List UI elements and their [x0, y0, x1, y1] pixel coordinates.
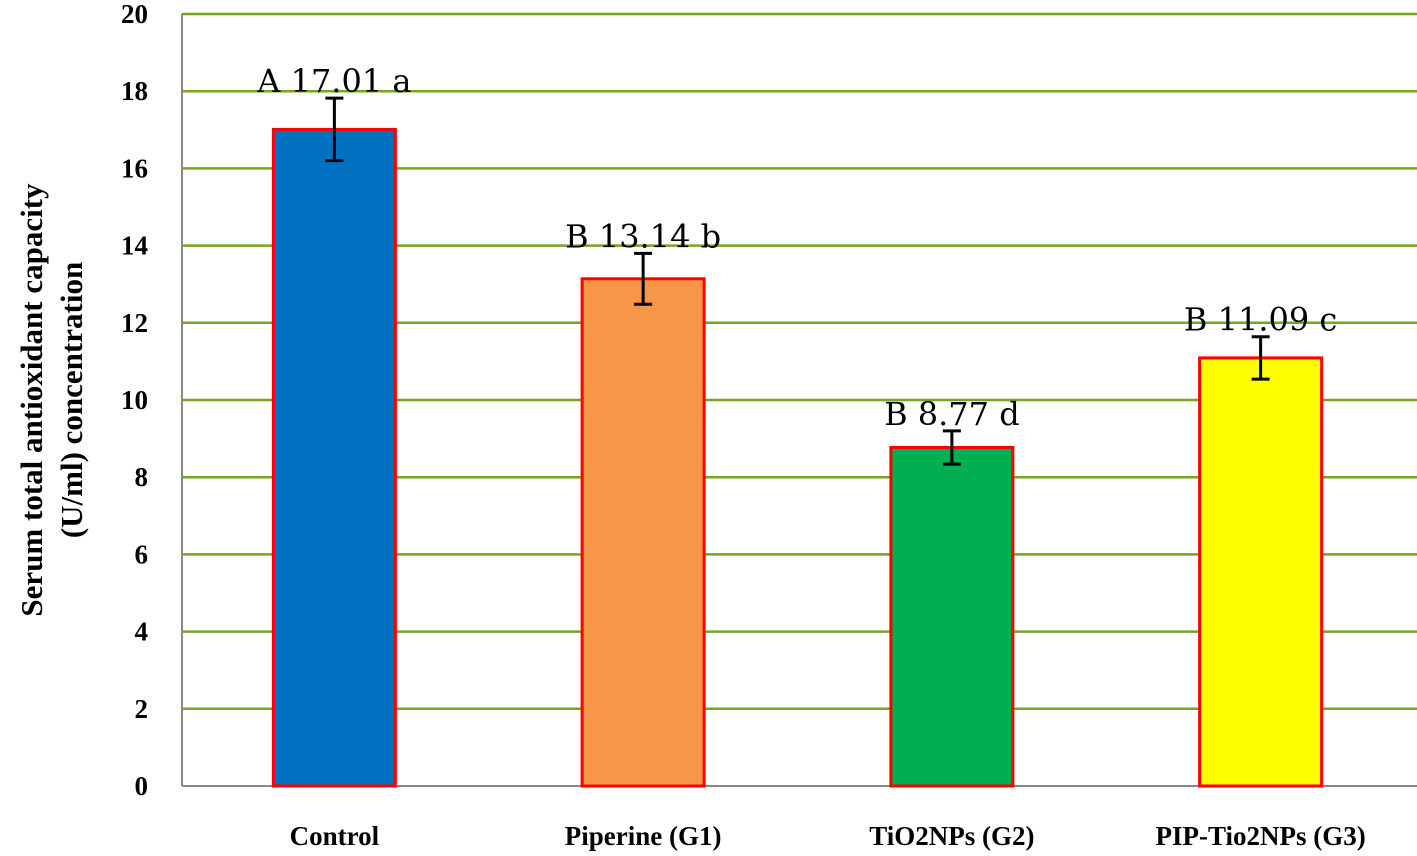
y-tick-label: 4	[135, 617, 149, 647]
y-axis-title-line-1: Serum total antioxidant capacity	[14, 183, 49, 617]
error-bars	[325, 96, 1270, 466]
x-tick-labels: Control Piperine (G1) TiO2NPs (G2) PIP-Tio2…	[290, 821, 1366, 851]
bar	[580, 277, 706, 788]
x-tick-label: TiO2NPs (G2)	[869, 821, 1034, 851]
y-tick-label: 2	[135, 694, 149, 724]
x-tick-label: Piperine (G1)	[565, 821, 722, 851]
data-label: B 8.77 d	[884, 395, 1020, 433]
data-label: A 17.01 a	[256, 62, 411, 100]
bars	[271, 127, 1324, 788]
bar	[889, 445, 1015, 788]
y-axis-title-line-2: (U/ml) concentration	[54, 262, 89, 538]
y-tick-label: 12	[121, 308, 148, 338]
y-tick-label: 16	[121, 153, 148, 183]
data-label: B 13.14 b	[565, 217, 721, 255]
y-tick-label: 10	[121, 385, 148, 415]
y-tick-label: 6	[135, 539, 149, 569]
y-tick-label: 0	[135, 771, 149, 801]
bar	[271, 127, 397, 788]
y-tick-label: 18	[121, 76, 148, 106]
x-tick-label: PIP-Tio2NPs (G3)	[1156, 821, 1366, 851]
y-tick-labels: 0 2 4 6 8 10 12 14 16 18 20	[121, 0, 148, 801]
data-labels: A 17.01 a B 13.14 b B 8.77 d B 11.09 c	[256, 62, 1337, 433]
y-tick-label: 20	[121, 0, 148, 29]
data-label: B 11.09 c	[1184, 301, 1337, 339]
y-axis-title: Serum total antioxidant capacity (U/ml) …	[14, 183, 89, 617]
y-tick-label: 8	[135, 462, 149, 492]
bar	[1198, 356, 1324, 788]
x-tick-label: Control	[290, 821, 380, 851]
y-tick-label: 14	[121, 231, 148, 261]
